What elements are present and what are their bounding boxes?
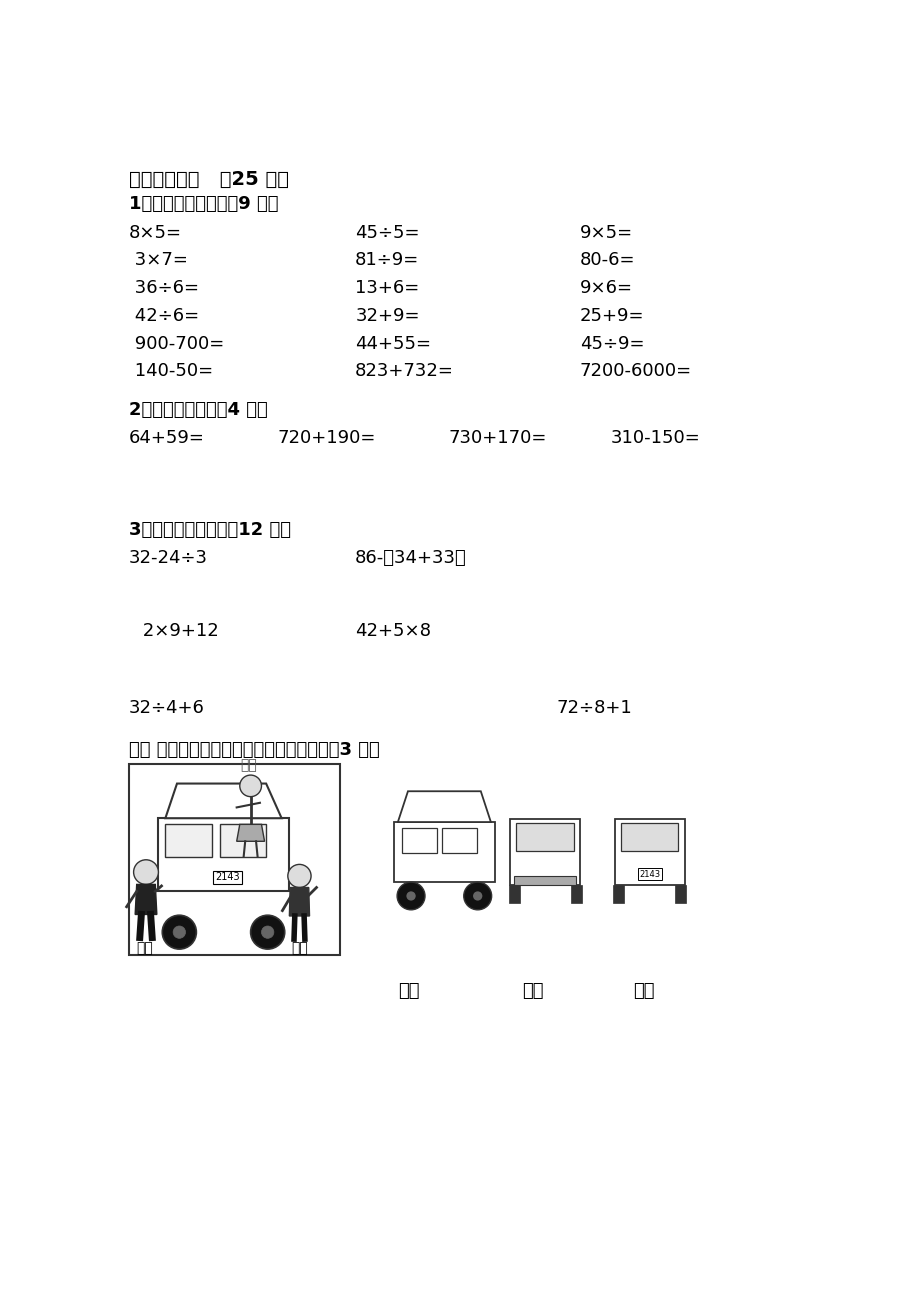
- Bar: [129, 764, 339, 956]
- Text: 小东: 小东: [137, 941, 153, 956]
- Bar: [165, 824, 211, 857]
- Text: 45÷5=: 45÷5=: [355, 224, 419, 242]
- Text: 36÷6=: 36÷6=: [129, 280, 199, 298]
- Text: 823+732=: 823+732=: [355, 363, 454, 381]
- Bar: [620, 823, 677, 850]
- Text: 310-150=: 310-150=: [610, 429, 700, 447]
- Text: 25+9=: 25+9=: [579, 307, 644, 325]
- Text: 8×5=: 8×5=: [129, 224, 182, 242]
- Text: 3、用递等式计算。（12 分）: 3、用递等式计算。（12 分）: [129, 521, 290, 540]
- Text: 32+9=: 32+9=: [355, 307, 419, 325]
- Text: 小红: 小红: [397, 983, 419, 1000]
- Text: 720+190=: 720+190=: [278, 429, 376, 447]
- Text: 730+170=: 730+170=: [448, 429, 546, 447]
- Circle shape: [133, 859, 158, 884]
- Text: 9×6=: 9×6=: [579, 280, 632, 298]
- Polygon shape: [397, 792, 491, 822]
- Bar: [441, 828, 476, 853]
- Circle shape: [472, 892, 482, 901]
- Bar: [570, 885, 581, 903]
- Bar: [220, 824, 266, 857]
- Bar: [614, 819, 684, 885]
- Polygon shape: [236, 824, 265, 841]
- Text: 2、列竖式计算。（4 分）: 2、列竖式计算。（4 分）: [129, 400, 267, 419]
- Text: 80-6=: 80-6=: [579, 251, 635, 269]
- Circle shape: [463, 883, 491, 910]
- Text: 二、我会算。   （25 分）: 二、我会算。 （25 分）: [129, 170, 289, 188]
- Text: 32-24÷3: 32-24÷3: [129, 549, 208, 567]
- Bar: [510, 819, 579, 885]
- Text: 44+55=: 44+55=: [355, 334, 431, 352]
- Circle shape: [406, 892, 415, 901]
- Bar: [516, 823, 573, 850]
- Text: 45÷9=: 45÷9=: [579, 334, 644, 352]
- Text: 四、 请你连一连，下面分别是谁看到的？（3 分）: 四、 请你连一连，下面分别是谁看到的？（3 分）: [129, 741, 380, 759]
- Circle shape: [162, 915, 196, 949]
- Text: 32÷4+6: 32÷4+6: [129, 699, 205, 716]
- Circle shape: [250, 915, 284, 949]
- Bar: [508, 885, 519, 903]
- Polygon shape: [135, 884, 156, 914]
- Text: 3×7=: 3×7=: [129, 251, 187, 269]
- Bar: [402, 828, 437, 853]
- Bar: [393, 822, 494, 883]
- Circle shape: [240, 775, 261, 797]
- Text: 小东: 小东: [521, 983, 543, 1000]
- Bar: [514, 876, 575, 885]
- Bar: [675, 885, 686, 903]
- Text: 81÷9=: 81÷9=: [355, 251, 419, 269]
- Polygon shape: [289, 888, 309, 916]
- Polygon shape: [157, 818, 289, 892]
- Polygon shape: [165, 784, 281, 818]
- Bar: [613, 885, 623, 903]
- Text: 64+59=: 64+59=: [129, 429, 205, 447]
- Text: 86-（34+33）: 86-（34+33）: [355, 549, 467, 567]
- Circle shape: [397, 883, 425, 910]
- Text: 140-50=: 140-50=: [129, 363, 213, 381]
- Text: 9×5=: 9×5=: [579, 224, 632, 242]
- Text: 7200-6000=: 7200-6000=: [579, 363, 691, 381]
- Text: 2×9+12: 2×9+12: [137, 621, 218, 640]
- Text: 2143: 2143: [639, 870, 660, 879]
- Circle shape: [288, 864, 311, 888]
- Text: 2143: 2143: [215, 872, 240, 883]
- Text: 42÷6=: 42÷6=: [129, 307, 199, 325]
- Text: 42+5×8: 42+5×8: [355, 621, 431, 640]
- Text: 900-700=: 900-700=: [129, 334, 224, 352]
- Text: 小明: 小明: [291, 941, 308, 956]
- Text: 小红: 小红: [240, 758, 257, 772]
- Text: 1、直接写出得数。（9 分）: 1、直接写出得数。（9 分）: [129, 195, 278, 212]
- Text: 小明: 小明: [632, 983, 653, 1000]
- Text: 13+6=: 13+6=: [355, 280, 419, 298]
- Circle shape: [173, 926, 186, 939]
- Circle shape: [261, 926, 274, 939]
- Text: 72÷8+1: 72÷8+1: [556, 699, 632, 716]
